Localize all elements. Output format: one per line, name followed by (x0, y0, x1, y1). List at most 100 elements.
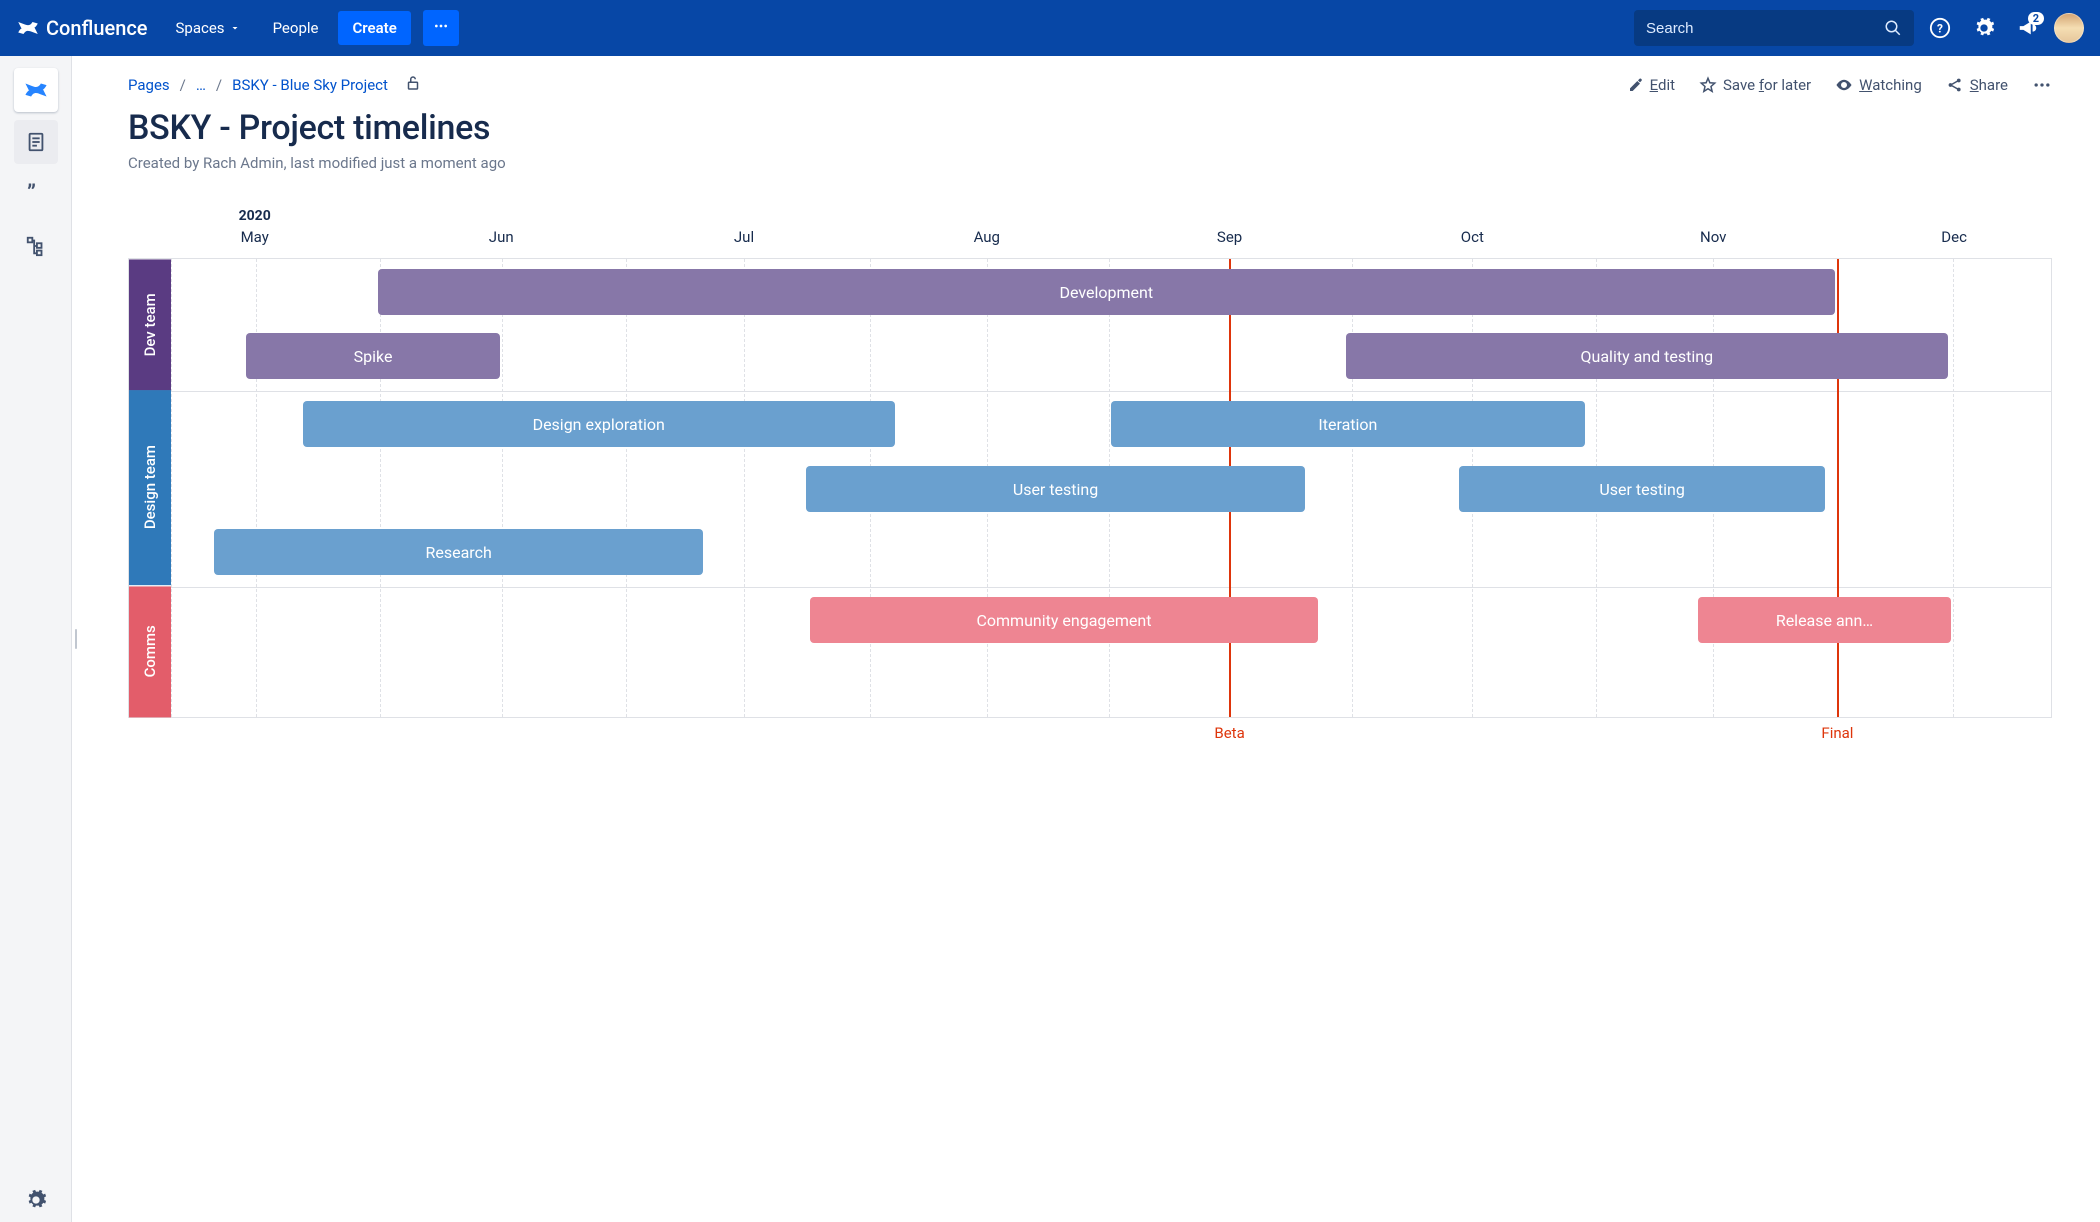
nav-spaces-label: Spaces (176, 19, 225, 37)
roadmap-chart: 2020MayJunJulAugSepOctNovDec Dev teamDes… (128, 208, 2052, 748)
product-logo[interactable]: Confluence (16, 16, 148, 40)
gantt-gridline (1953, 259, 1954, 717)
gantt-gridline (502, 259, 503, 717)
gantt-marker-label: Final (1821, 724, 1853, 742)
gantt-year-label: 2020 (239, 208, 271, 224)
gantt-lanes: Dev teamDesign teamComms (129, 259, 171, 717)
create-label: Create (352, 19, 396, 37)
nav-spaces[interactable]: Spaces (164, 11, 253, 45)
breadcrumb-sep: / (180, 76, 186, 94)
gantt-bar[interactable]: User testing (806, 466, 1304, 512)
gantt-gridline (171, 259, 172, 717)
page-actions: Edit Save for later Watching Share (1628, 75, 2052, 95)
page-byline: Created by Rach Admin, last modified jus… (128, 154, 2052, 172)
sidebar-tree[interactable] (14, 224, 58, 268)
gantt-bar[interactable]: Iteration (1111, 401, 1585, 447)
search-input[interactable] (1646, 20, 1884, 37)
notifications-button[interactable]: 2 (2010, 10, 2046, 46)
gantt-month-label: Sep (1217, 228, 1242, 246)
eye-icon (1835, 76, 1853, 94)
gantt-marker-line (1837, 259, 1839, 717)
edit-label: Edit (1650, 76, 1675, 94)
search-icon (1884, 19, 1902, 37)
sidebar-blog[interactable]: ” (14, 172, 58, 216)
restrictions-button[interactable] (404, 74, 422, 96)
page-title: BSKY - Project timelines (128, 108, 2052, 148)
product-name: Confluence (46, 16, 148, 40)
gantt-gridline (380, 259, 381, 717)
gantt-lane-label: Comms (129, 586, 171, 717)
sidebar-settings[interactable] (14, 1178, 58, 1222)
gantt-month-label: Jul (734, 228, 754, 246)
chevron-down-icon (229, 22, 241, 34)
gantt-lane-separator (171, 391, 2051, 392)
gantt-bars-area: Development Spike Quality and testing Desig… (171, 259, 2051, 717)
gantt-lane-separator (171, 587, 2051, 588)
share-icon (1946, 76, 1964, 94)
quote-icon: ” (24, 182, 48, 206)
gantt-bar[interactable]: User testing (1459, 466, 1826, 512)
confluence-icon (23, 77, 49, 103)
gantt-lane-label: Dev team (129, 259, 171, 390)
gear-icon (25, 1189, 47, 1211)
breadcrumb: Pages / … / BSKY - Blue Sky Project (128, 74, 422, 96)
gantt-month-label: Nov (1700, 228, 1726, 246)
save-label: Save for later (1723, 76, 1811, 94)
share-label: Share (1970, 76, 2008, 94)
gantt-bar[interactable]: Quality and testing (1346, 333, 1948, 379)
tree-icon (25, 235, 47, 257)
create-button[interactable]: Create (338, 11, 410, 45)
share-button[interactable]: Share (1946, 76, 2008, 94)
nav-people[interactable]: People (261, 11, 331, 45)
star-icon (1699, 76, 1717, 94)
ellipsis-icon (2032, 75, 2052, 95)
main-content: Pages / … / BSKY - Blue Sky Project Edit… (80, 56, 2100, 1222)
page-more-button[interactable] (2032, 75, 2052, 95)
page-icon (25, 131, 47, 153)
breadcrumb-ellipsis[interactable]: … (196, 76, 206, 94)
gantt-month-label: May (241, 228, 269, 246)
gantt-month-label: Oct (1461, 228, 1484, 246)
create-more-button[interactable] (423, 10, 459, 46)
search-box[interactable] (1634, 10, 1914, 46)
gear-icon (1973, 17, 1995, 39)
help-icon: ? (1929, 17, 1951, 39)
gantt-month-label: Jun (489, 228, 514, 246)
gantt-gridline (744, 259, 745, 717)
help-button[interactable]: ? (1922, 10, 1958, 46)
left-sidebar: ” (0, 56, 72, 1222)
gantt-bar[interactable]: Release ann… (1698, 597, 1952, 643)
settings-button[interactable] (1966, 10, 2002, 46)
watching-button[interactable]: Watching (1835, 76, 1922, 94)
ellipsis-icon (433, 18, 449, 34)
gantt-bar[interactable]: Research (214, 529, 703, 575)
gantt-month-label: Aug (974, 228, 1000, 246)
notification-badge: 2 (2028, 12, 2044, 25)
gantt-gridline (256, 259, 257, 717)
watching-label: Watching (1859, 76, 1922, 94)
nav-people-label: People (273, 19, 319, 37)
top-nav: Confluence Spaces People Create ? 2 (0, 0, 2100, 56)
unlock-icon (404, 74, 422, 92)
sidebar-resize-handle[interactable] (72, 56, 80, 1222)
save-for-later-button[interactable]: Save for later (1699, 76, 1811, 94)
gantt-gridline (1352, 259, 1353, 717)
breadcrumb-pages[interactable]: Pages (128, 76, 170, 94)
svg-text:”: ” (27, 182, 36, 206)
sidebar-pages[interactable] (14, 120, 58, 164)
gantt-gridline (2051, 259, 2052, 717)
gantt-timeline-header: 2020 May Jun Jul Aug Sep Oct Nov Dec (170, 208, 2052, 252)
sidebar-space[interactable] (14, 68, 58, 112)
edit-button[interactable]: Edit (1628, 76, 1675, 94)
breadcrumb-sep: / (216, 76, 222, 94)
avatar[interactable] (2054, 13, 2084, 43)
gantt-bar[interactable]: Community engagement (810, 597, 1318, 643)
gantt-bar[interactable]: Spike (246, 333, 500, 379)
svg-text:?: ? (1937, 22, 1943, 36)
breadcrumb-project[interactable]: BSKY - Blue Sky Project (232, 76, 388, 94)
gantt-bar[interactable]: Development (378, 269, 1835, 315)
confluence-icon (16, 16, 40, 40)
gantt-lane-label: Design team (129, 390, 171, 585)
gantt-month-label: Dec (1941, 228, 1967, 246)
gantt-bar[interactable]: Design exploration (303, 401, 895, 447)
